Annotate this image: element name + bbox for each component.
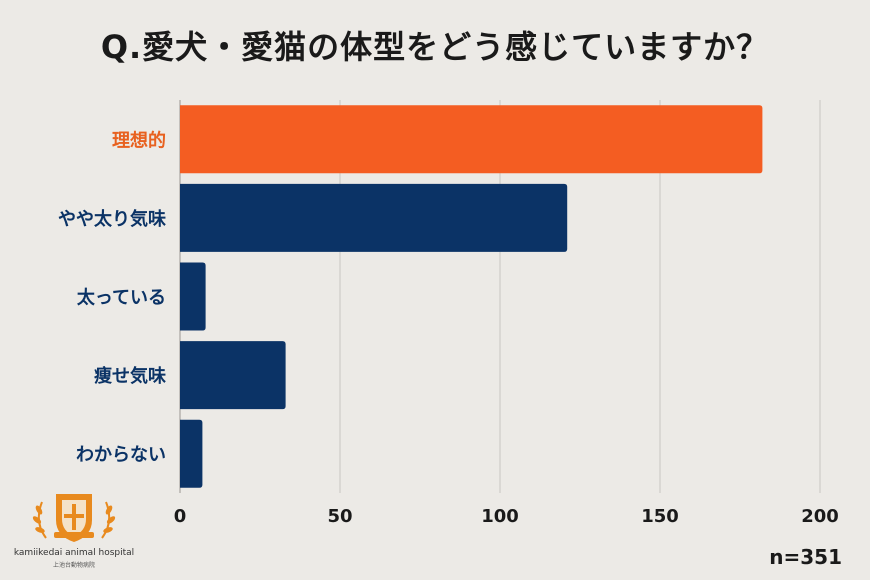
chart-title: Q.愛犬・愛猫の体型をどう感じていますか？ — [100, 28, 770, 66]
bar — [180, 105, 763, 174]
x-tick-label: 200 — [801, 506, 839, 527]
logo-name: kamiikedai animal hospital — [13, 548, 135, 558]
category-label: やや太り気味 — [58, 208, 166, 230]
x-tick-label: 150 — [641, 506, 679, 527]
x-tick-label: 100 — [481, 506, 519, 527]
x-tick-label: 50 — [327, 506, 352, 527]
bar — [180, 262, 206, 331]
category-label: 痩せ気味 — [94, 365, 166, 387]
logo-subname: 上池台動物病院 — [52, 562, 95, 569]
category-label: わからない — [76, 445, 166, 466]
category-label: 理想的 — [112, 129, 166, 151]
hospital-logo: kamiikedai animal hospital 上池台動物病院 — [6, 488, 142, 574]
x-tick-label: 0 — [174, 506, 187, 527]
bar — [180, 341, 286, 410]
sample-size-label: n=351 — [769, 545, 842, 569]
category-label: 太っている — [77, 287, 166, 309]
bar — [180, 419, 203, 488]
logo-emblem-icon — [32, 494, 116, 542]
bar — [180, 183, 568, 252]
